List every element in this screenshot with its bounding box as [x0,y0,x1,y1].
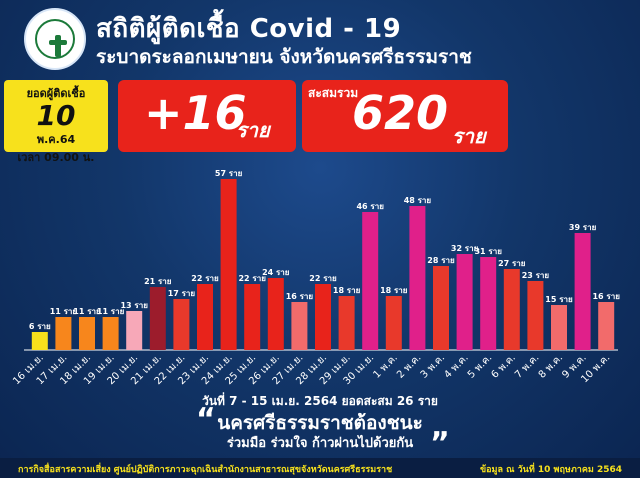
footnote-slogan: นครศรีธรรมราชต้องชนะ [217,412,423,434]
x-tick-label: 4 พ.ค. [442,352,470,380]
bar [551,305,567,350]
bar-value-label: 16 ราย [286,292,314,301]
bar-value-label: 15 ราย [545,295,573,304]
new-cases-unit: ราย [236,118,270,142]
bar-value-label: 24 ราย [262,268,290,277]
bottom-date: ข้อมูล ณ วันที่ 10 พฤษภาคม 2564 [480,465,622,475]
bar-value-label: 18 ราย [380,286,408,295]
total-cases-value: 620 [352,86,449,140]
x-tick-label: 7 พ.ค. [513,352,541,380]
bar-value-label: 18 ราย [333,286,361,295]
daily-time: เวลา 09.00 น. [17,151,95,164]
bar [409,206,426,350]
bar [433,266,449,350]
bar-value-label: 17 ราย [168,289,196,298]
total-cases-box: สะสมรวม 620 ราย [302,80,508,152]
bar-value-label: 48 ราย [404,196,432,205]
bar [244,284,261,350]
bar-value-label: 27 ราย [498,259,526,268]
bar-value-label: 11 ราย [97,307,125,316]
bar [126,311,143,350]
bar [55,317,72,350]
daily-day: 10 [36,99,76,132]
x-tick-label: 6 พ.ค. [490,352,518,380]
bar-value-label: 23 ราย [522,271,550,280]
bottom-source: การกิจสื่อสารความเสี่ยง ศูนย์ปฏิบัติการภ… [18,465,393,475]
bar [456,254,473,350]
bar [197,284,213,350]
bar-value-label: 22 ราย [238,274,266,283]
total-cases-unit: ราย [452,124,486,148]
bar [385,296,402,350]
bar-value-label: 32 ราย [451,244,479,253]
bar [315,284,331,350]
bottom-bar: การกิจสื่อสารความเสี่ยง ศูนย์ปฏิบัติการภ… [0,458,640,478]
bar [598,302,615,350]
bar [291,302,308,350]
footnote-slogan-sub: ร่วมมือ ร่วมใจ ก้าวผ่านไปด้วยกัน [226,436,414,451]
bar-value-label: 16 ราย [592,292,620,301]
bar [480,257,497,350]
page-subtitle: ระบาดระลอกเมษายน จังหวัดนครศรีธรรมราช [96,46,472,68]
bar-value-label: 13 ราย [120,301,148,310]
bar [574,233,591,350]
bar [338,296,355,350]
new-cases-value: +16 [144,86,247,140]
bar-value-label: 31 ราย [474,247,502,256]
page-title: สถิติผู้ติดเชื้อ Covid - 19 [96,14,402,44]
x-tick-label: 8 พ.ค. [537,352,565,380]
bar-value-label: 22 ราย [191,274,219,283]
bar-value-label: 28 ราย [427,256,455,265]
daily-date: พ.ค.64 [36,133,76,146]
logo-cross-icon [49,40,67,45]
quote-close-glyph: ” [430,426,450,461]
bar [220,179,237,350]
bar-value-label: 57 ราย [215,169,243,178]
logo-ring-icon [35,19,75,59]
ministry-logo [24,8,86,70]
bar [149,287,166,350]
footnote-accumulated: วันที่ 7 - 15 เม.ย. 2564 ยอดสะสม 26 ราย [202,394,438,408]
logo-staff-icon [55,35,61,57]
x-tick-label: 2 พ.ค. [395,352,423,380]
bar-value-label: 21 ราย [144,277,172,286]
x-tick-label: 1 พ.ค. [372,352,400,380]
bar [527,281,544,350]
bar-value-label: 46 ราย [356,202,384,211]
bar-value-label: 22 ราย [309,274,337,283]
x-tick-label: 3 พ.ค. [419,352,447,380]
bar [173,299,190,350]
daily-label: ยอดผู้ติดเชื้อ [26,87,86,100]
bar [79,317,95,350]
daily-box: ยอดผู้ติดเชื้อ 10 พ.ค.64 เวลา 09.00 น. [4,80,108,164]
bar-value-label: 6 ราย [29,322,51,331]
x-tick-label: 5 พ.ค. [466,352,494,380]
bar-value-label: 11 ราย [50,307,78,316]
bar-value-label: 39 ราย [569,223,597,232]
total-cases-label: สะสมรวม [308,86,359,100]
new-cases-box: +16 ราย [118,80,296,152]
bar-value-label: 11 ราย [73,307,101,316]
bar [362,212,379,350]
bar [267,278,284,350]
bar [31,332,48,350]
bar [503,269,520,350]
bar [102,317,119,350]
quote-open-glyph: “ [196,402,216,437]
